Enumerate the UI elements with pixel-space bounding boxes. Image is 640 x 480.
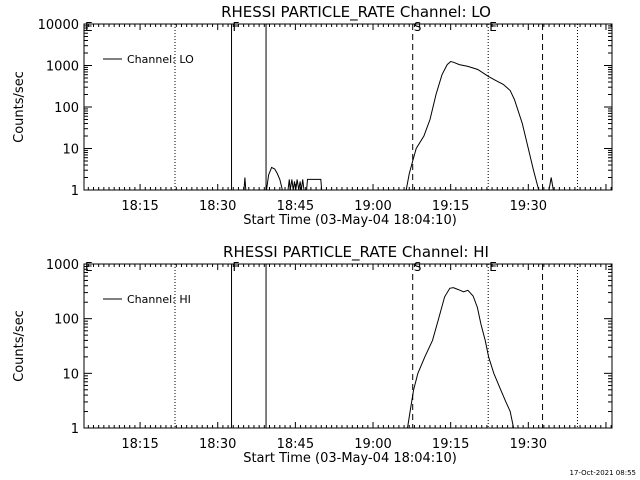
chart1-title: RHESSI PARTICLE_RATE Channel: LO — [221, 3, 491, 22]
chart2-x-axis-label: Start Time (03-May-04 18:04:10) — [243, 451, 457, 466]
chart2-marker-label: S — [414, 260, 422, 274]
chart1-x-tick-label: 18:30 — [199, 199, 236, 214]
chart1-x-axis-label: Start Time (03-May-04 18:04:10) — [243, 213, 457, 228]
chart2-series-line — [407, 287, 515, 429]
chart2-plot-frame — [83, 263, 613, 429]
chart2-x-tick-label: 19:30 — [510, 437, 547, 452]
chart2-x-tick-label: 18:45 — [277, 437, 314, 452]
chart2-y-tick-label: 1000 — [46, 258, 79, 273]
chart1-x-tick-label: 19:30 — [510, 199, 547, 214]
chart2-x-tick-label: 19:15 — [432, 437, 469, 452]
chart1-x-tick-label: 18:15 — [121, 199, 158, 214]
chart1-series-line — [287, 179, 305, 191]
chart2-marker-label: E — [489, 260, 497, 274]
chart1-y-tick-label: 1000 — [46, 60, 79, 75]
chart2-x-tick-label: 18:30 — [199, 437, 236, 452]
chart1-legend-label: Channel: LO — [127, 53, 194, 66]
chart2-marker-label: F — [233, 260, 240, 274]
chart1-marker-label: F — [233, 20, 240, 34]
chart1-y-tick-label: 100 — [54, 101, 79, 116]
chart1-series-line — [405, 60, 540, 191]
chart1-marker-label: E — [489, 20, 497, 34]
chart2-legend-label: Channel: HI — [127, 293, 191, 306]
chart1-x-tick-label: 19:00 — [354, 199, 391, 214]
chart1-x-tick-label: 19:15 — [432, 199, 469, 214]
chart1-y-tick-label: 1 — [71, 184, 79, 199]
plot-timestamp: 17-Oct-2021 08:55 — [569, 469, 636, 477]
chart1-series-line — [266, 166, 283, 191]
chart1-marker-label: S — [414, 20, 422, 34]
chart1-marker-label: E — [85, 20, 93, 34]
chart1-y-axis-label: Counts/sec — [12, 71, 27, 143]
chart2-y-axis-label: Counts/sec — [12, 310, 27, 382]
chart2-marker-label: E — [85, 260, 93, 274]
chart1-y-tick-label: 10 — [62, 143, 79, 158]
chart2-y-tick-label: 100 — [54, 313, 79, 328]
chart2-x-tick-label: 19:00 — [354, 437, 391, 452]
chart1-series-line — [243, 177, 247, 191]
chart1-y-tick-label: 10000 — [38, 18, 79, 33]
chart2-y-tick-label: 10 — [62, 367, 79, 382]
chart1-plot-frame — [83, 23, 613, 191]
chart1-series-line — [306, 178, 323, 191]
chart2-title: RHESSI PARTICLE_RATE Channel: HI — [223, 243, 489, 262]
chart1-x-tick-label: 18:45 — [277, 199, 314, 214]
chart2-x-tick-label: 18:15 — [121, 437, 158, 452]
chart1-series-line — [548, 177, 554, 191]
chart2-y-tick-label: 1 — [71, 422, 79, 437]
